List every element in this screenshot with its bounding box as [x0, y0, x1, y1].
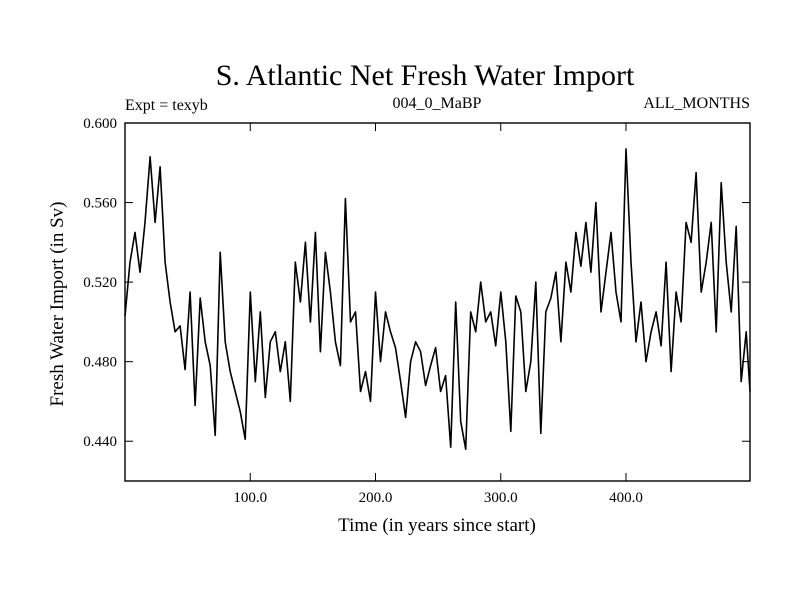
x-tick-label: 200.0	[359, 490, 393, 506]
series-layer	[124, 148, 751, 451]
chart-title: S. Atlantic Net Fresh Water Import	[216, 59, 635, 92]
x-axis-ticks: 100.0 200.0 300.0 400.0	[233, 123, 643, 506]
plot-frame	[124, 122, 751, 482]
x-tick-label: 100.0	[233, 490, 267, 506]
x-axis-label: Time (in years since start)	[338, 515, 536, 536]
y-axis-label: Fresh Water Import (in Sv)	[47, 202, 68, 407]
y-tick-label: 0.560	[83, 196, 117, 212]
x-tick-label: 400.0	[609, 490, 643, 506]
subtitle-center: 004_0_MaBP	[393, 95, 482, 112]
y-tick-label: 0.600	[83, 116, 117, 132]
y-tick-label: 0.440	[83, 434, 117, 450]
subtitle-left: Expt = texyb	[125, 97, 208, 114]
subtitle-right: ALL_MONTHS	[643, 95, 750, 112]
y-tick-label: 0.480	[83, 355, 117, 371]
y-tick-label: 0.520	[83, 275, 117, 291]
y-axis-ticks: 0.440 0.480 0.520 0.560 0.600	[83, 116, 750, 450]
series-line-0	[124, 148, 751, 451]
x-tick-label: 300.0	[484, 490, 518, 506]
